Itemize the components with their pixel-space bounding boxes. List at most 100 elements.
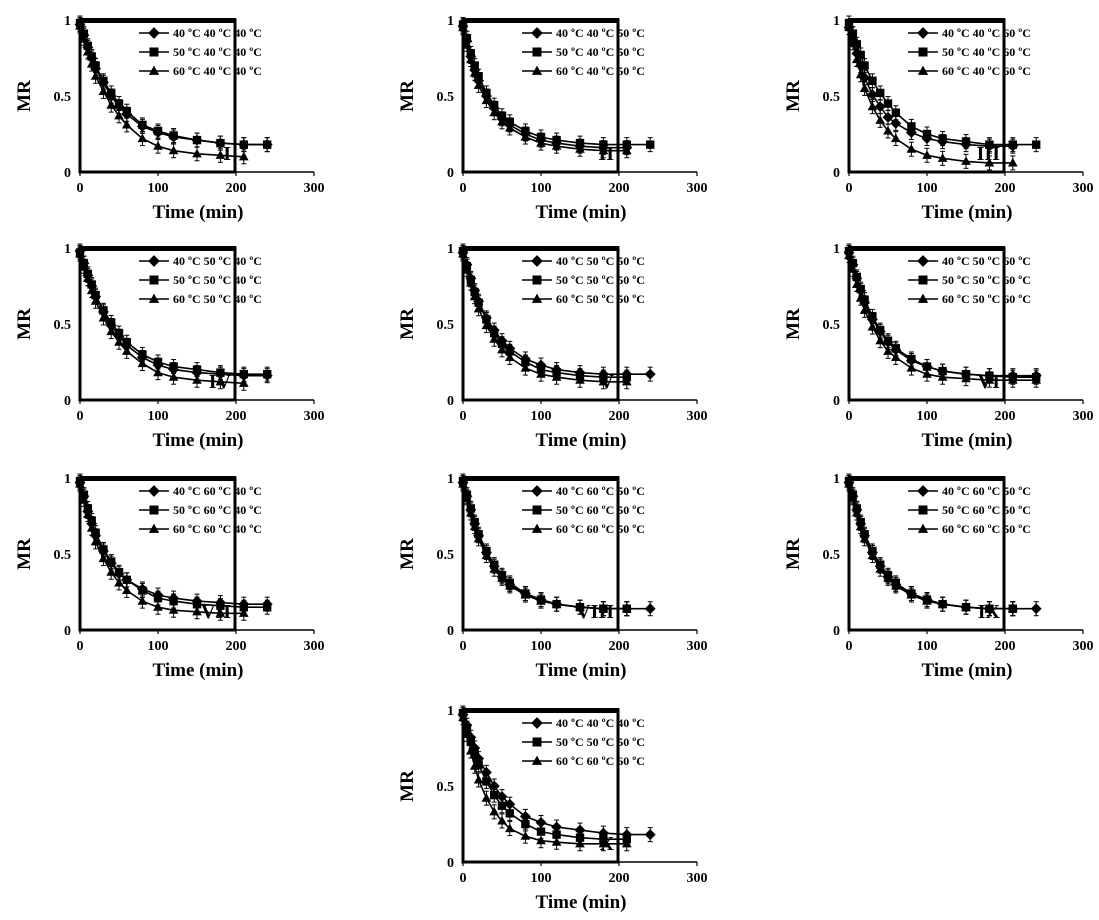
data-point: [890, 133, 901, 143]
data-point: [138, 350, 147, 359]
data-point: [99, 545, 108, 554]
data-point: [536, 827, 546, 836]
data-point: [114, 99, 124, 108]
data-point: [462, 264, 472, 273]
data-point: [860, 295, 869, 304]
y-tick-label: 0: [447, 166, 454, 181]
data-point: [883, 99, 893, 108]
legend-marker: [148, 293, 160, 303]
y-tick-label: 1: [447, 472, 454, 487]
x-tick-label: 0: [846, 181, 853, 196]
series-line: [848, 480, 1013, 610]
data-point: [937, 153, 948, 162]
legend-marker: [149, 505, 159, 515]
data-point: [883, 573, 893, 582]
data-point: [876, 325, 885, 335]
data-point: [497, 344, 507, 354]
x-tick-label: 100: [531, 639, 552, 654]
data-point: [907, 122, 916, 131]
data-point: [82, 46, 93, 56]
data-point: [91, 528, 100, 537]
data-point: [107, 557, 116, 566]
legend-entry: 50 ºC 50 ºC 50 ºC: [556, 273, 645, 287]
y-axis-label: MR: [397, 308, 418, 340]
series-triangle: [458, 20, 632, 159]
data-point: [192, 365, 202, 374]
data-point: [859, 83, 870, 92]
data-point: [458, 249, 468, 258]
series-triangle: [458, 710, 632, 852]
data-point: [646, 140, 655, 149]
legend-entry: 40 ºC 50 ºC 40 ºC: [173, 254, 262, 268]
chart-panel-7: 0 100 200 300 0 0.5 1 Time (min) MR 40 ºC 60 ºC 4…: [14, 472, 325, 681]
x-tick-label: 100: [148, 409, 169, 424]
y-tick-label: 0: [833, 166, 840, 181]
data-point: [938, 134, 947, 143]
legend-entry: 50 ºC 60 ºC 50 ºC: [556, 503, 645, 517]
x-tick-label: 200: [995, 639, 1016, 654]
legend-marker: [917, 27, 929, 39]
x-tick-label: 300: [304, 181, 325, 196]
legend-marker: [532, 505, 542, 515]
data-point: [121, 346, 132, 355]
x-tick-label: 300: [1073, 409, 1094, 424]
data-point: [575, 838, 585, 848]
legend-marker: [917, 293, 929, 303]
x-tick-label: 100: [531, 409, 552, 424]
legend-marker: [531, 293, 543, 303]
data-point: [504, 352, 515, 362]
data-point: [238, 378, 249, 387]
data-point: [75, 479, 85, 488]
legend-marker: [917, 523, 929, 533]
y-tick-label: 0.5: [823, 548, 841, 563]
data-point: [106, 567, 117, 576]
data-point: [504, 798, 516, 810]
chart-panel-6: 0 100 200 300 0 0.5 1 Time (min) MR 40 ºC 50 ºC 6…: [783, 242, 1094, 451]
data-point: [521, 819, 530, 829]
data-point: [551, 837, 562, 846]
data-point: [851, 279, 862, 289]
x-tick-label: 300: [687, 409, 708, 424]
data-point: [168, 145, 179, 155]
y-tick-label: 0.5: [54, 548, 72, 563]
data-point: [87, 52, 96, 61]
plot-frame-top: [79, 18, 236, 23]
data-point: [469, 291, 480, 301]
data-point: [153, 357, 163, 367]
series-triangle: [844, 20, 1018, 171]
data-point: [922, 362, 932, 371]
data-point: [961, 373, 971, 383]
data-point: [465, 54, 476, 64]
y-tick-label: 0.5: [54, 90, 72, 105]
legend-entry: 60 ºC 60 ºC 60 ºC: [556, 754, 645, 768]
data-point: [505, 809, 514, 818]
panel-label: II: [598, 143, 614, 165]
data-point: [481, 95, 492, 105]
data-point: [937, 599, 948, 608]
legend-entry: 50 ºC 50 ºC 50 ºC: [556, 735, 645, 749]
data-point: [852, 40, 861, 49]
legend-marker: [917, 485, 929, 497]
data-point: [215, 608, 226, 617]
data-point: [504, 823, 515, 833]
data-point: [98, 86, 109, 96]
data-point: [598, 838, 609, 848]
y-tick-label: 0.5: [437, 318, 455, 333]
x-tick-label: 200: [995, 409, 1016, 424]
data-point: [875, 335, 886, 345]
data-point: [874, 101, 886, 113]
data-point: [238, 608, 249, 617]
legend-entry: 60 ºC 40 ºC 60 ºC: [942, 64, 1031, 78]
series-line: [79, 24, 268, 146]
data-point: [519, 810, 531, 822]
legend-marker: [532, 737, 542, 747]
x-tick-label: 200: [226, 639, 247, 654]
data-point: [984, 157, 995, 167]
data-point: [489, 564, 500, 573]
series-line: [79, 250, 268, 377]
y-tick-label: 1: [64, 242, 71, 257]
legend-entry: 40 ºC 40 ºC 60 ºC: [942, 26, 1031, 40]
legend-entry: 50 ºC 40 ºC 40 ºC: [173, 45, 262, 59]
data-point: [168, 372, 179, 381]
data-point: [474, 760, 483, 769]
